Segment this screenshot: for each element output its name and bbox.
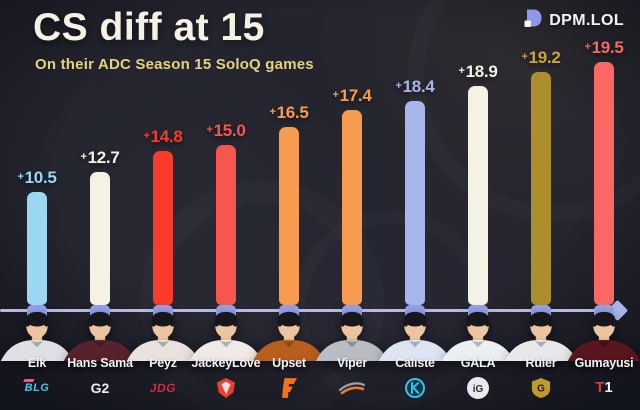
bar-column: +15.0 JackeyLove xyxy=(181,0,271,410)
bar-value-label: +19.5 xyxy=(584,38,624,57)
bar-column: +17.4 Viper xyxy=(307,0,397,410)
player-name: Hans Sama xyxy=(67,356,133,370)
plus-sign: + xyxy=(584,41,591,53)
player-photo xyxy=(119,311,207,366)
player-photo xyxy=(434,311,522,366)
bar xyxy=(594,62,614,305)
bar-column: +16.5 Upset xyxy=(244,0,334,410)
player-name: Upset xyxy=(272,356,306,370)
baseline-axis xyxy=(0,309,612,312)
player-photo xyxy=(308,311,396,366)
bar-value-label: +19.2 xyxy=(521,48,561,67)
bar xyxy=(468,86,488,305)
plus-sign: + xyxy=(206,124,213,136)
bar-column: +14.8 Peyz JDG xyxy=(118,0,208,410)
bar xyxy=(153,151,173,305)
g2-logo-icon: G2 xyxy=(90,380,110,396)
brand-logo: DPM.LOL xyxy=(523,8,624,33)
bar-column: +19.2 Ruler G xyxy=(496,0,586,410)
bar-value-label: +17.4 xyxy=(332,86,372,105)
svg-text:iG: iG xyxy=(473,384,484,395)
bar-value-label: +10.5 xyxy=(17,168,57,187)
bar xyxy=(405,101,425,305)
bar-column: +18.9 GALA iG xyxy=(433,0,523,410)
bar xyxy=(27,192,47,305)
bar xyxy=(90,172,110,305)
player-name: GALA xyxy=(460,356,496,370)
bar xyxy=(279,127,299,305)
fnatic-logo-icon xyxy=(244,375,334,401)
hle-logo-icon xyxy=(307,375,397,401)
plus-sign: + xyxy=(269,106,276,118)
bar-value-label: +18.4 xyxy=(395,77,435,96)
player-name: Gumayusi xyxy=(574,356,634,370)
bar xyxy=(531,72,551,305)
player-name: Ruler xyxy=(525,356,557,370)
bar-column: +12.7 Hans Sama G2 xyxy=(55,0,145,410)
bar-value-label: +18.9 xyxy=(458,62,498,81)
bar-column: +10.5 Elk BLG xyxy=(0,0,82,410)
kc-logo-icon xyxy=(370,375,460,401)
player-name: Elk xyxy=(27,356,47,370)
plus-sign: + xyxy=(17,171,24,183)
bar-value-label: +16.5 xyxy=(269,103,309,122)
brand-name: DPM.LOL xyxy=(549,11,624,29)
page-subtitle: On their ADC Season 15 SoloQ games xyxy=(35,56,314,73)
bar xyxy=(216,145,236,305)
bar xyxy=(342,110,362,305)
plus-sign: + xyxy=(395,80,402,92)
gen-logo-icon: G xyxy=(496,375,586,401)
plus-sign: + xyxy=(458,65,465,77)
plus-sign: + xyxy=(332,89,339,101)
plus-sign: + xyxy=(80,151,87,163)
t1-logo-icon: T1 xyxy=(595,379,613,396)
tes-logo-icon xyxy=(181,375,271,401)
bar-value-label: +15.0 xyxy=(206,121,246,140)
player-name: Peyz xyxy=(149,356,177,370)
bar-column: +18.4 Caliste xyxy=(370,0,460,410)
player-photo xyxy=(0,311,81,366)
dpm-logo-icon xyxy=(523,8,543,33)
plus-sign: + xyxy=(143,130,150,142)
player-name: JackeyLove xyxy=(191,356,261,370)
ig-logo-icon: iG xyxy=(433,375,523,401)
player-name: Caliste xyxy=(395,356,435,370)
svg-text:G: G xyxy=(537,384,545,395)
page-title: CS diff at 15 xyxy=(33,6,265,49)
player-photo xyxy=(182,311,270,366)
player-photo xyxy=(560,311,640,366)
plus-sign: + xyxy=(521,51,528,63)
player-name: Viper xyxy=(336,356,368,370)
player-photo xyxy=(245,311,333,366)
blg-logo-icon: BLG xyxy=(0,375,82,401)
bar-column: +19.5 Gumayusi T1 xyxy=(559,0,640,410)
player-photo xyxy=(56,311,144,366)
bar-value-label: +12.7 xyxy=(80,148,120,167)
player-photo xyxy=(497,311,585,366)
player-photo xyxy=(371,311,459,366)
bar-value-label: +14.8 xyxy=(143,127,183,146)
